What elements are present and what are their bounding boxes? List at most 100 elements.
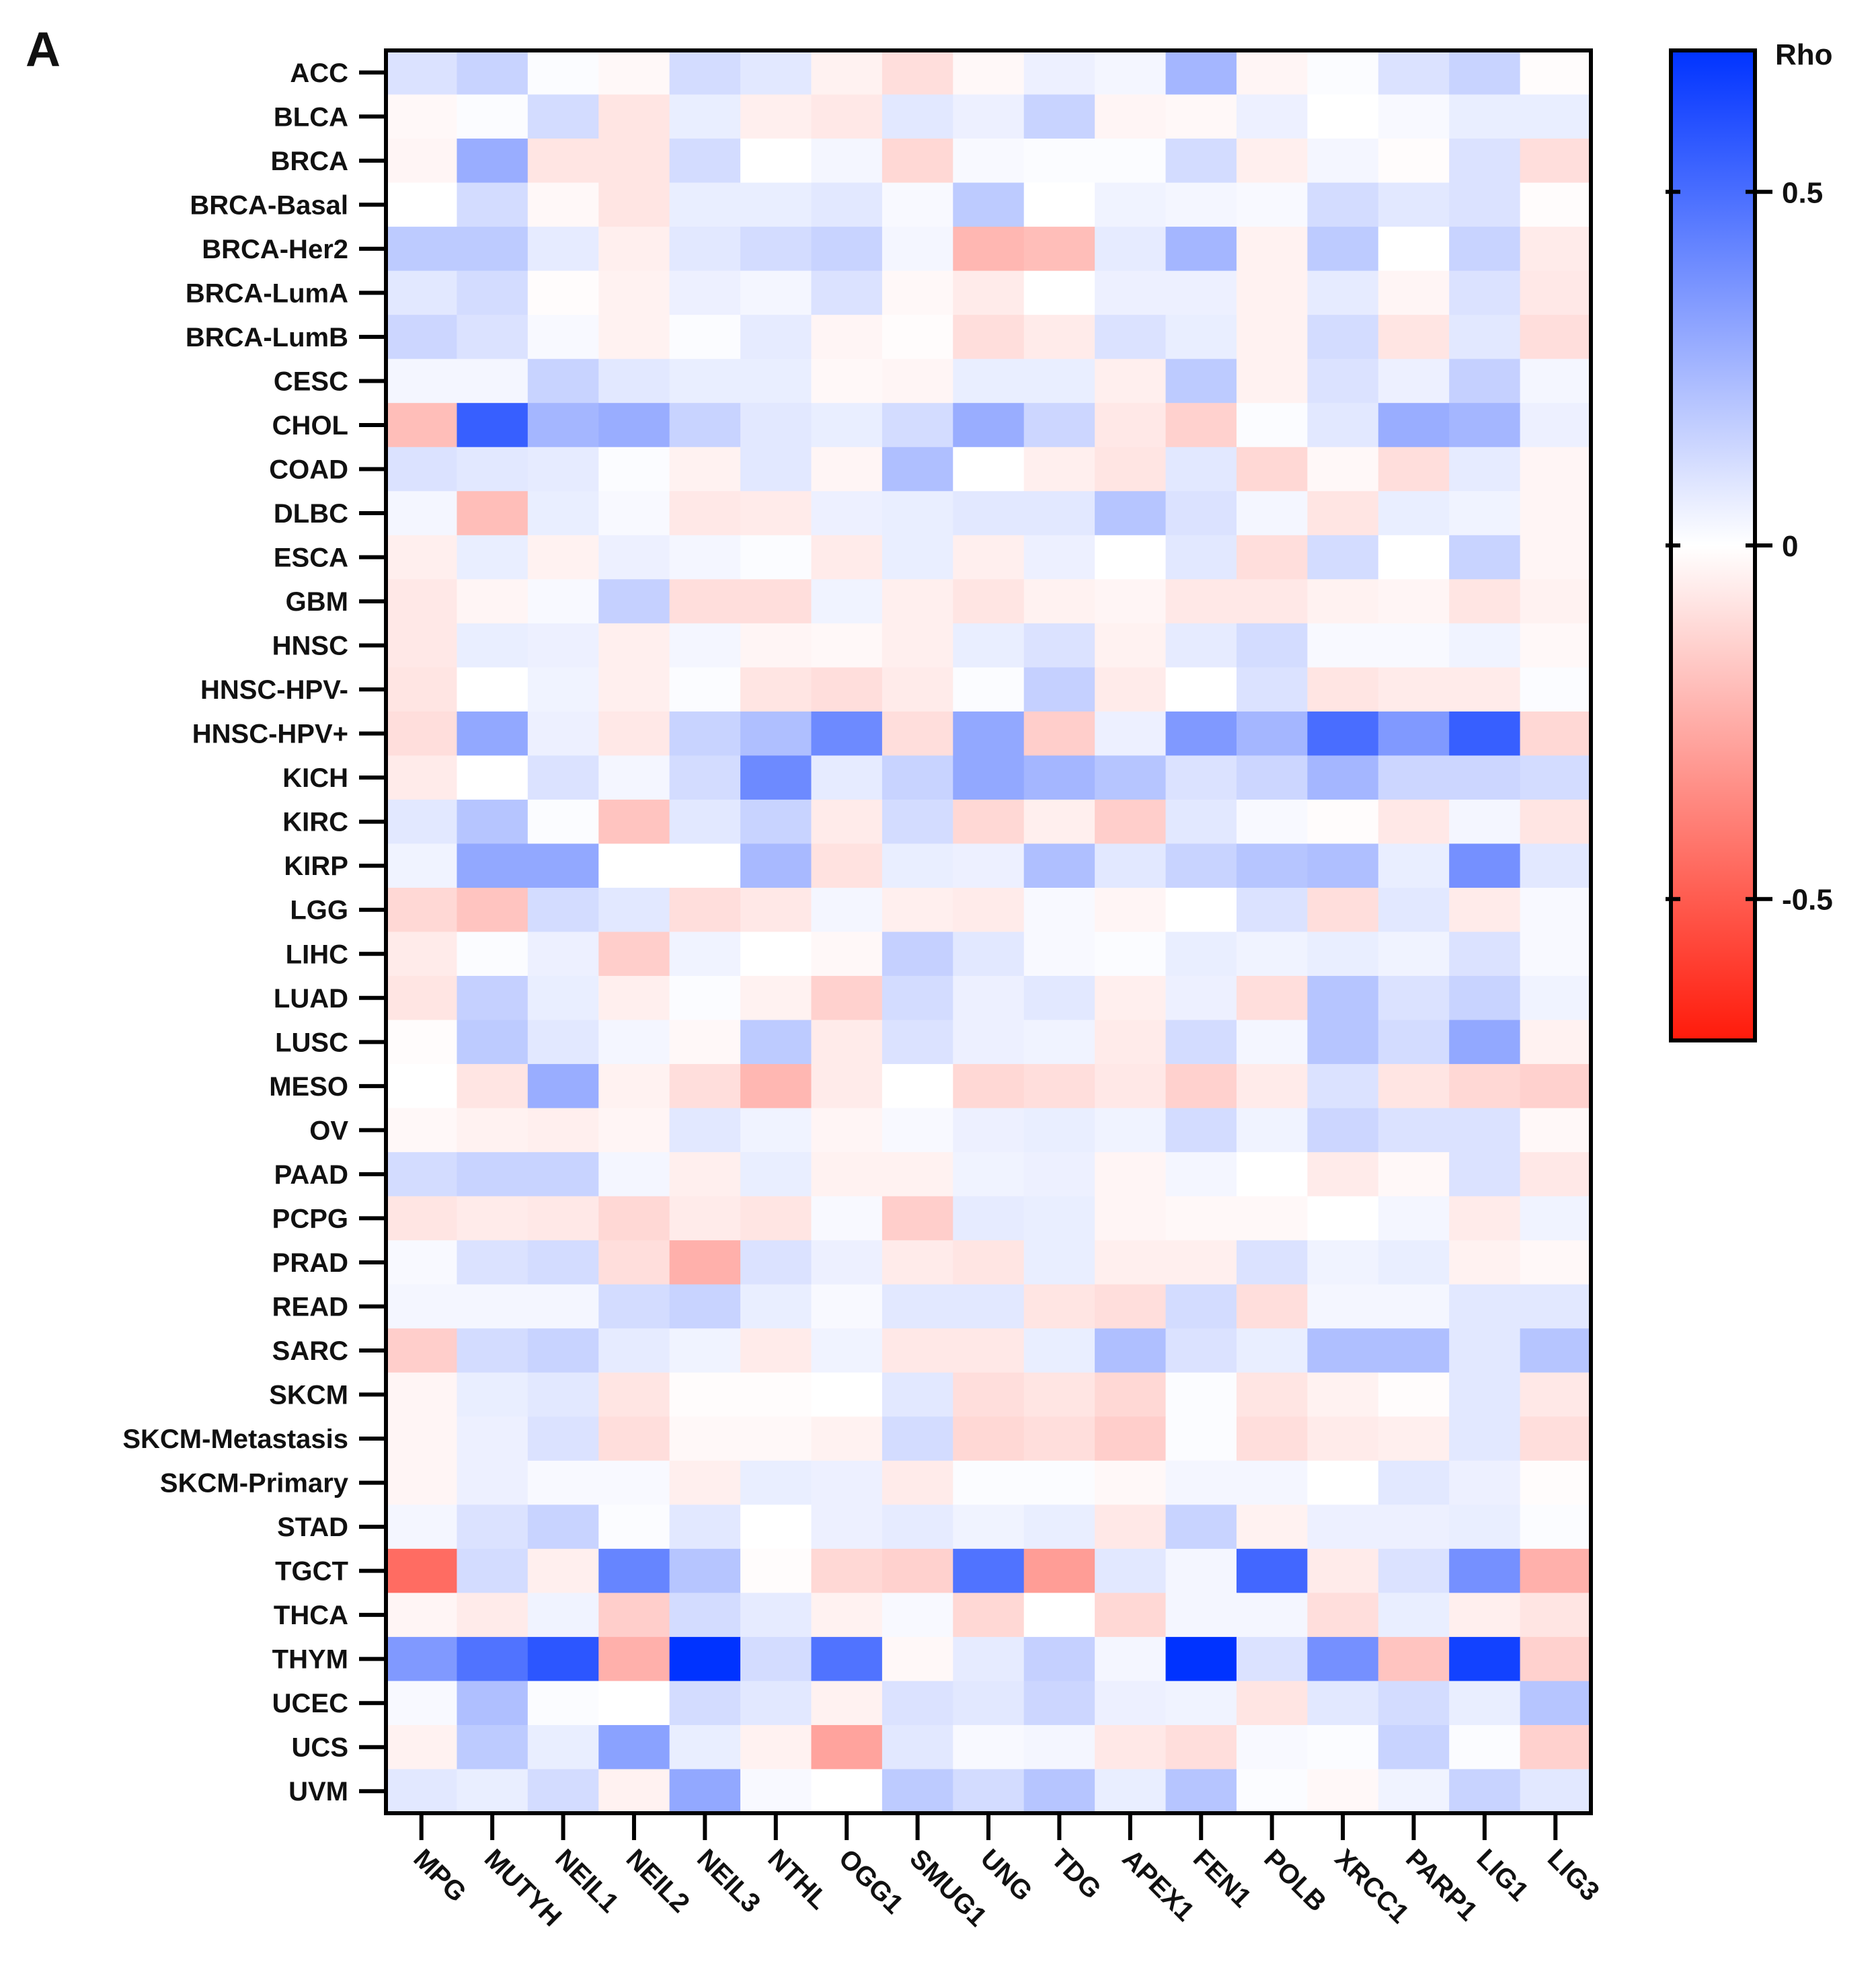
heatmap-cell <box>598 976 670 1021</box>
heatmap-cell <box>882 843 953 888</box>
heatmap-cell <box>882 579 953 624</box>
heatmap-cell <box>1095 447 1167 492</box>
heatmap-cell <box>1023 1064 1095 1109</box>
heatmap-cell <box>1236 182 1308 227</box>
heatmap-cell <box>882 1020 953 1065</box>
heatmap-cell <box>1307 1328 1379 1373</box>
heatmap-cell <box>598 315 670 360</box>
heatmap-cell <box>1165 1460 1237 1505</box>
y-tick-label: LUSC <box>275 1028 348 1057</box>
heatmap-cell <box>1378 535 1450 580</box>
y-tick-label: LGG <box>290 896 348 925</box>
heatmap-cell <box>386 579 458 624</box>
colorbar-tick-label: 0 <box>1782 530 1798 563</box>
heatmap-cell <box>953 535 1025 580</box>
heatmap-cell <box>1378 447 1450 492</box>
heatmap-cell <box>740 1548 812 1593</box>
heatmap-cell <box>1520 1240 1592 1285</box>
heatmap-cell <box>1449 1724 1521 1770</box>
heatmap-cell <box>527 755 599 800</box>
heatmap-cell <box>1307 843 1379 888</box>
heatmap-cell <box>1023 358 1095 404</box>
heatmap-cell <box>953 1240 1025 1285</box>
heatmap-cell <box>1449 1064 1521 1109</box>
heatmap-cell <box>1095 1724 1167 1770</box>
heatmap-cell <box>1520 270 1592 315</box>
heatmap-cell <box>811 1284 883 1329</box>
heatmap-cell <box>882 623 953 668</box>
heatmap-cell <box>1165 1020 1237 1065</box>
heatmap-cell <box>953 1593 1025 1638</box>
heatmap-cell <box>669 139 741 184</box>
heatmap-cell <box>953 1020 1025 1065</box>
heatmap-cell <box>811 623 883 668</box>
heatmap-cell <box>598 447 670 492</box>
heatmap-cell <box>1095 1372 1167 1417</box>
heatmap-cell <box>457 1152 529 1197</box>
heatmap-cell <box>1307 1681 1379 1726</box>
heatmap-cell <box>1307 491 1379 536</box>
heatmap-cell <box>953 182 1025 227</box>
colorbar-tick-label: 0.5 <box>1782 176 1823 209</box>
heatmap-cell <box>1307 270 1379 315</box>
y-tick-label: COAD <box>269 455 348 484</box>
heatmap-cell <box>1378 623 1450 668</box>
heatmap-cell <box>386 931 458 977</box>
heatmap-cell <box>1378 1020 1450 1065</box>
heatmap-cell <box>598 1284 670 1329</box>
heatmap-cell <box>386 1636 458 1682</box>
y-tick-label: BRCA <box>270 147 348 176</box>
heatmap-cell <box>1095 799 1167 845</box>
heatmap-cell <box>457 1064 529 1109</box>
heatmap-cell <box>953 711 1025 757</box>
heatmap-cell <box>1023 711 1095 757</box>
heatmap-cell <box>953 1064 1025 1109</box>
heatmap-cell <box>1449 1460 1521 1505</box>
heatmap-cell <box>1236 1416 1308 1461</box>
y-tick-label: HNSC-HPV- <box>200 675 348 705</box>
heatmap-cell <box>1449 1681 1521 1726</box>
heatmap-cell <box>740 1636 812 1682</box>
heatmap-cell <box>527 1328 599 1373</box>
heatmap-cell <box>386 1505 458 1550</box>
heatmap-cell <box>1165 1372 1237 1417</box>
heatmap-cell <box>386 270 458 315</box>
heatmap-cell <box>457 843 529 888</box>
heatmap-cell <box>669 270 741 315</box>
heatmap-cell <box>882 931 953 977</box>
heatmap-cell <box>669 50 741 96</box>
heatmap-cell <box>1307 931 1379 977</box>
heatmap-cell <box>598 1724 670 1770</box>
heatmap-cell <box>811 227 883 272</box>
heatmap-cell <box>1165 843 1237 888</box>
heatmap-cell <box>1378 1064 1450 1109</box>
heatmap-cell <box>811 843 883 888</box>
heatmap-cell <box>669 1724 741 1770</box>
y-tick-label: KICH <box>282 763 348 793</box>
heatmap-cell <box>1307 976 1379 1021</box>
heatmap-cell <box>527 1240 599 1285</box>
heatmap-cell <box>882 887 953 933</box>
heatmap-cell <box>1449 1548 1521 1593</box>
heatmap-cell <box>457 94 529 139</box>
heatmap-cell <box>740 1328 812 1373</box>
heatmap-cell <box>527 270 599 315</box>
heatmap-cell <box>882 1505 953 1550</box>
heatmap-cell <box>669 623 741 668</box>
heatmap-cell <box>386 1724 458 1770</box>
heatmap-cell <box>457 1196 529 1241</box>
heatmap-cell <box>669 799 741 845</box>
heatmap-cell <box>457 976 529 1021</box>
heatmap-cell <box>1095 227 1167 272</box>
heatmap-cell <box>1095 403 1167 448</box>
heatmap-cell <box>457 1548 529 1593</box>
heatmap-cell <box>1449 1108 1521 1153</box>
heatmap-cell <box>527 931 599 977</box>
heatmap-cell <box>953 931 1025 977</box>
heatmap-cell <box>669 711 741 757</box>
y-tick-label: UCS <box>292 1733 348 1763</box>
heatmap-cell <box>386 1548 458 1593</box>
heatmap-cell <box>1095 623 1167 668</box>
heatmap-cell <box>1023 315 1095 360</box>
heatmap-cell <box>1095 1593 1167 1638</box>
